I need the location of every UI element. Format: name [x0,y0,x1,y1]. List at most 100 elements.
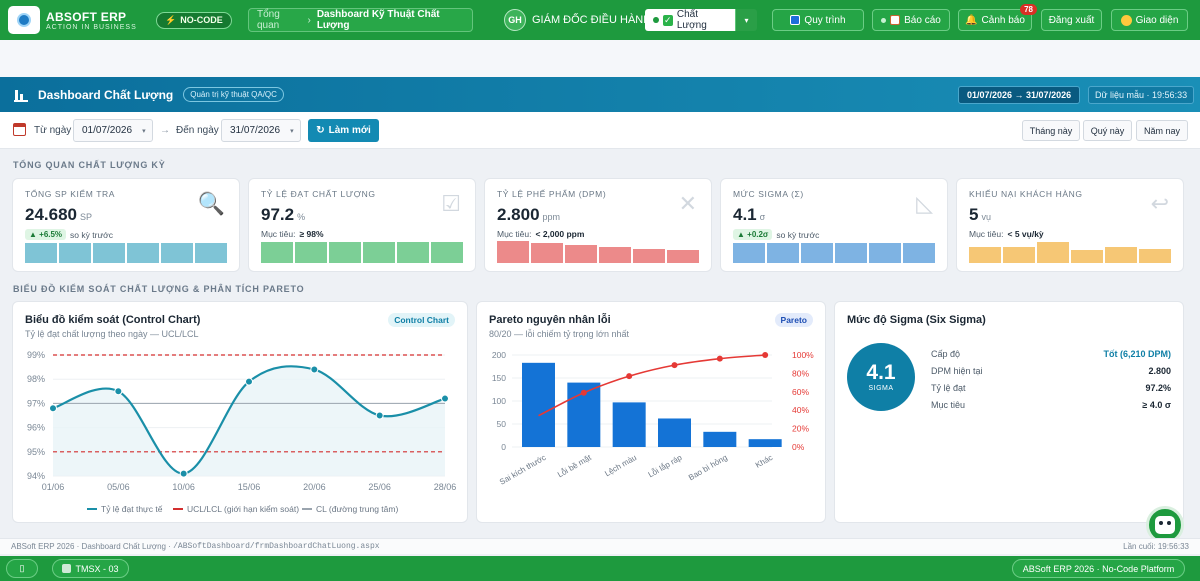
breadcrumb-root[interactable]: Tổng quan [257,9,280,31]
kpi-spark-bar [93,243,125,263]
sigma-value: 4.1 [866,361,896,384]
calendar-icon [13,123,26,136]
kpi-card[interactable]: KHIẾU NẠI KHÁCH HÀNG 5 vụ Mục tiêu: < 5 vụ… [956,178,1184,272]
kpi-card[interactable]: TỔNG SP KIỂM TRA 24.680 SP ▲ +6.5% so kỳ t… [12,178,240,272]
user-role: GIÁM ĐỐC ĐIỀU HÀNH [532,14,652,26]
kpi-sparkbars [261,241,463,263]
kpi-spark-bar [969,246,1001,263]
sigma-row-value: Tốt (6,210 DPM) [1103,349,1171,359]
logout-button[interactable]: Đăng xuất [1041,9,1102,31]
kpi-value: 24.680 SP [25,205,227,225]
avatar[interactable]: GH [504,9,526,31]
kpi-subline: ▲ +0.2σ so kỳ trước [733,229,935,240]
kpi-unit: SP [80,212,93,222]
app-logo[interactable]: ABSOFT ERP ACTION IN BUSINESS [8,6,148,34]
module-select[interactable]: ✓ Chất Lượng ▾ [645,9,757,31]
kpi-spark-bar [329,242,361,263]
brand-badge: ABSoft ERP 2026 · No-Code Platform [1012,559,1185,578]
kpi-subline: ▲ +6.5% so kỳ trước [25,229,227,240]
kpi-unit: ppm [542,212,561,222]
process-button[interactable]: Quy trình [772,9,864,31]
y-tick-label: 150 [492,373,506,383]
from-date-input[interactable]: 01/07/2026 ▾ [73,119,153,142]
y2-tick-label: 80% [792,368,809,378]
kpi-unit: % [297,212,306,222]
theme-button[interactable]: Giao diện [1111,9,1188,31]
kpi-spark-bar [801,243,833,263]
data-point [114,387,123,396]
sigma-row-value: 97.2% [1145,383,1171,393]
kpi-spark-bar [633,248,665,263]
this-year-button[interactable]: Năm nay [1136,120,1188,141]
triangle-ruler-icon: ◺ [916,191,933,216]
pareto-bar [612,402,646,447]
sigma-row-value: ≥ 4.0 σ [1142,400,1171,410]
chevron-down-icon[interactable]: ▾ [735,9,757,31]
y2-tick-label: 0% [792,442,805,452]
robot-icon [1155,516,1175,534]
sigma-row-label: Mục tiêu [931,400,966,410]
chart-icon [14,88,28,102]
x-tick-label: Lệch màu [603,453,638,478]
kpi-spark-bar [431,242,463,263]
alerts-button[interactable]: 🔔 Cảnh báo 78 [958,4,1037,31]
x-tick-label: 28/06 [434,482,457,492]
kpi-value-number: 24.680 [25,205,77,224]
refresh-button[interactable]: ↻ Làm mới [308,119,379,142]
kpi-spark-bar [261,242,293,263]
report-button[interactable]: Báo cáo [872,9,950,31]
kpi-spark-bar [161,243,193,263]
kpi-spark-bar [767,243,799,263]
y-tick-label: 200 [492,350,506,360]
section-heading-overview: TỔNG QUAN CHẤT LƯỢNG KỲ [13,160,166,170]
kpi-label: KHIẾU NẠI KHÁCH HÀNG [969,189,1083,199]
kpi-card[interactable]: TỶ LỆ ĐẠT CHẤT LƯỢNG 97.2% Mục tiêu: ≥ 98… [248,178,476,272]
page-title: Dashboard Chất Lượng [38,87,174,102]
kpi-value-number: 2.800 [497,205,540,224]
x-tick-label: Sai kích thước [498,453,547,487]
return-arrow-icon: ↩ [1150,191,1169,216]
bolt-icon: ⚡ [165,14,177,25]
logo-icon [8,6,40,34]
kpi-card[interactable]: MỨC SIGMA (Σ) 4.1 σ ▲ +0.2σ so kỳ trước ◺ [720,178,948,272]
to-date-input[interactable]: 31/07/2026 ▾ [221,119,301,142]
kpi-label: TỶ LỆ PHẾ PHẨM (DPM) [497,189,607,199]
close-icon: ✕ [678,191,697,216]
y-tick-label: 97% [27,398,45,408]
this-month-button[interactable]: Tháng này [1022,120,1080,141]
sigma-row-label: DPM hiện tại [931,366,983,376]
search-icon: 🔍 [197,191,225,216]
task-button[interactable]: TMSX - 03 [52,559,129,578]
x-tick-label: 01/06 [42,482,65,492]
control-chart-subtitle: Tỷ lệ đạt chất lượng theo ngày — UCL/LCL [25,329,199,339]
cumulative-point [580,389,587,396]
kpi-spark-bar [295,242,327,263]
pareto-bar [748,439,782,447]
kpi-spark-bar [835,243,867,263]
pareto-bar [522,362,555,447]
sigma-row: Cấp độ Tốt (6,210 DPM) [931,349,1171,359]
to-date-value: 31/07/2026 [230,125,281,136]
kpi-sparkbars [25,241,227,263]
y-tick-label: 94% [27,471,45,481]
this-quarter-button[interactable]: Quý này [1083,120,1132,141]
checkbox-icon: ✓ [662,14,673,26]
control-chart-tag: Control Chart [388,313,455,327]
sigma-row-label: Tỷ lệ đạt [931,383,966,393]
date-range-badge: 01/07/2026 → 31/07/2026 [958,86,1081,104]
cumulative-point [762,352,769,358]
menu-button[interactable]: ▯ [6,559,38,578]
module-tag: Quản trị kỹ thuật QA/QC [183,87,284,102]
module-select-value[interactable]: ✓ Chất Lượng [645,9,735,31]
y2-tick-label: 20% [792,424,809,434]
user-info[interactable]: GH GIÁM ĐỐC ĐIỀU HÀNH [504,9,651,31]
kpi-unit: vụ [981,212,991,222]
sigma-gauge: 4.1 SIGMA [847,343,915,411]
sigma-panel: Mức độ Sigma (Six Sigma) 4.1 SIGMA Cấp đ… [834,301,1184,523]
data-point [179,469,188,478]
app-tagline: ACTION IN BUSINESS [46,23,137,31]
breadcrumb-separator: › [307,14,311,26]
cumulative-point [671,362,678,369]
kpi-card[interactable]: TỶ LỆ PHẾ PHẨM (DPM) 2.800 ppm Mục tiêu: <… [484,178,712,272]
status-dot-icon [881,17,887,23]
